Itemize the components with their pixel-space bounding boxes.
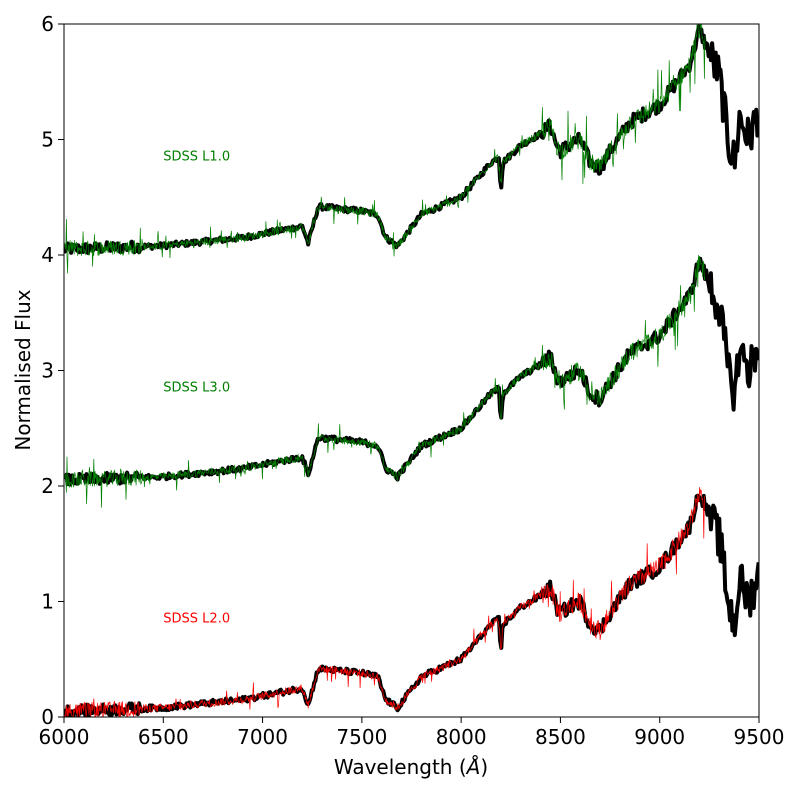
y-axis: 0 1 2 3 4 5 6 bbox=[41, 12, 64, 729]
series-label: SDSS L3.0 bbox=[163, 380, 230, 395]
y-tick-label: 2 bbox=[41, 474, 54, 498]
sdss-spectrum-L1.0 bbox=[64, 24, 706, 274]
x-tick-label: 8500 bbox=[535, 725, 586, 749]
x-axis-label: Wavelength (Å) bbox=[334, 755, 488, 779]
y-tick-label: 1 bbox=[41, 590, 54, 614]
y-axis-label: Normalised Flux bbox=[11, 289, 35, 450]
series-label: SDSS L2.0 bbox=[163, 611, 230, 626]
x-axis: 6000 6500 7000 7500 8000 8500 9000 9500 bbox=[39, 717, 785, 749]
y-tick-label: 5 bbox=[41, 128, 54, 152]
y-tick-label: 3 bbox=[41, 359, 54, 383]
x-tick-label: 7000 bbox=[237, 725, 288, 749]
series-layer bbox=[64, 24, 759, 717]
x-tick-label: 9000 bbox=[634, 725, 685, 749]
y-tick-label: 6 bbox=[41, 12, 54, 36]
x-tick-label: 7500 bbox=[336, 725, 387, 749]
series-labels: SDSS L1.0 SDSS L3.0 SDSS L2.0 bbox=[163, 149, 230, 626]
sdss-spectrum-L3.0 bbox=[64, 254, 706, 508]
y-tick-label: 4 bbox=[41, 243, 54, 267]
sdss-spectrum-L2.0 bbox=[64, 487, 706, 717]
x-tick-label: 6500 bbox=[138, 725, 189, 749]
x-tick-label: 6000 bbox=[39, 725, 90, 749]
x-tick-label: 9500 bbox=[734, 725, 785, 749]
series-label: SDSS L1.0 bbox=[163, 149, 230, 164]
template-spectrum-L3.0 bbox=[64, 256, 759, 487]
y-tick-label: 0 bbox=[41, 705, 54, 729]
x-tick-label: 8000 bbox=[436, 725, 487, 749]
